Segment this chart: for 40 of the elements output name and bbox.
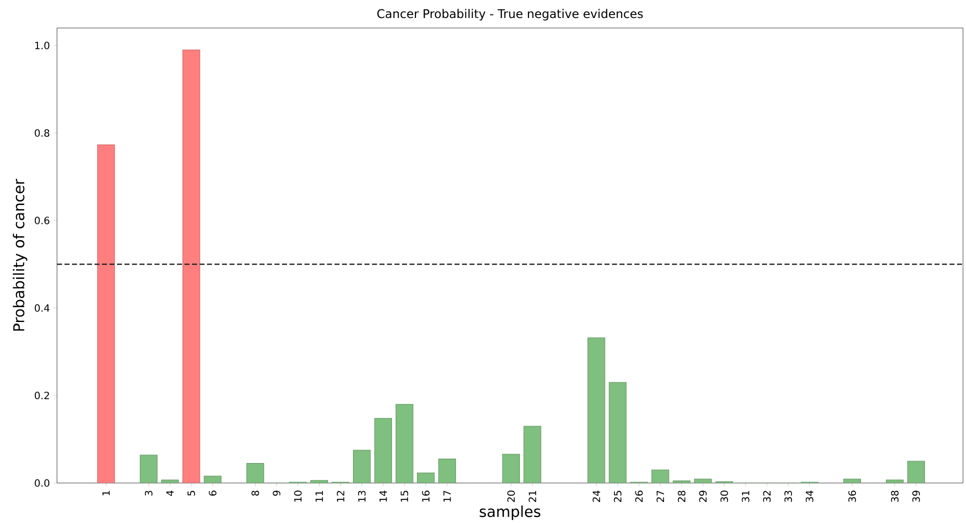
x-tick-label: 17	[443, 490, 451, 502]
x-tick-label: 29	[699, 490, 707, 502]
x-tick-label: 24	[592, 490, 600, 502]
x-tick-label: 26	[635, 490, 643, 502]
x-tick-label: 14	[380, 490, 387, 502]
x-tick-label: 32	[763, 491, 771, 502]
x-tick-label: 6	[208, 490, 216, 496]
y-tick-label: 0.6	[34, 216, 50, 224]
x-tick-label: 8	[251, 490, 260, 496]
y-tick-label: 0.8	[34, 129, 50, 137]
x-tick-label: 10	[294, 490, 302, 502]
x-tick-label: 3	[144, 490, 152, 496]
x-tick-label: 1	[102, 490, 110, 496]
x-tick-label: 15	[400, 490, 408, 502]
chart-title: Cancer Probability - True negative evidences	[377, 8, 643, 20]
x-tick-label: 28	[678, 490, 686, 502]
x-tick-label: 27	[656, 490, 664, 502]
x-tick-label: 30	[720, 490, 728, 502]
y-tick-label: 0.0	[34, 479, 50, 487]
x-tick-label: 36	[848, 490, 856, 502]
x-tick-label: 16	[422, 490, 430, 502]
x-tick-label: 34	[806, 490, 814, 502]
x-tick-label: 25	[614, 490, 622, 502]
x-tick-label: 33	[784, 490, 792, 502]
x-tick-label: 21	[528, 490, 536, 502]
x-tick-label: 38	[891, 490, 899, 502]
y-tick-label: 1.0	[35, 42, 50, 50]
y-tick-label: 0.2	[34, 392, 49, 400]
x-tick-label: 12	[336, 491, 344, 502]
x-tick-label: 13	[358, 490, 366, 502]
y-axis-title: Probability of cancer	[12, 178, 28, 331]
y-tick-label: 0.4	[34, 304, 50, 312]
x-axis-title: samples	[480, 506, 540, 520]
x-tick-label: 20	[507, 490, 515, 502]
x-tick-label: 5	[188, 490, 196, 496]
x-tick-label: 31	[742, 490, 750, 502]
x-tick-label: 9	[272, 490, 280, 496]
x-tick-label: 39	[912, 490, 920, 502]
x-tick-label: 4	[166, 490, 174, 496]
x-tick-label: 11	[316, 490, 323, 502]
